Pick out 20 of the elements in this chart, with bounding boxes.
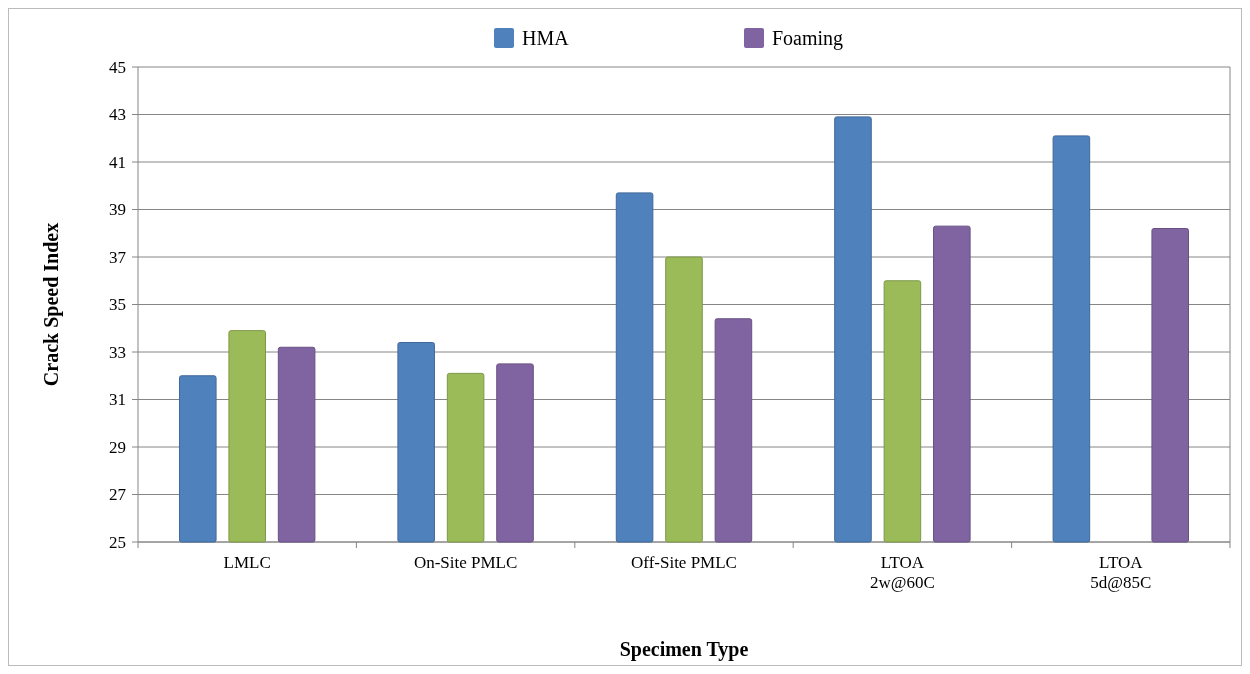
x-tick-label: Off-Site PMLC xyxy=(631,553,737,572)
legend-label: HMA xyxy=(522,27,570,49)
x-tick-label: On-Site PMLC xyxy=(413,553,518,572)
y-tick-label: 45 xyxy=(109,57,126,77)
y-tick-label: 41 xyxy=(109,152,126,172)
y-tick-label: 43 xyxy=(109,105,126,125)
y-tick-label: 39 xyxy=(109,200,126,220)
y-tick-label: 29 xyxy=(109,437,126,457)
y-tick-label: 31 xyxy=(109,390,126,410)
y-tick-label: 37 xyxy=(109,247,127,267)
x-tick-label: LTOA 5d@85C xyxy=(1090,553,1152,592)
y-tick-label: 27 xyxy=(109,485,127,505)
legend-label: Foaming xyxy=(772,27,844,50)
y-tick-label: 33 xyxy=(109,342,126,362)
y-tick-label: 35 xyxy=(109,295,126,315)
x-axis-title: Specimen Type xyxy=(619,638,749,661)
x-tick-label: LTOA 2w@60C xyxy=(870,553,935,592)
y-tick-label: 25 xyxy=(109,532,126,552)
x-tick-label: LMLC xyxy=(223,553,271,572)
y-axis-title: Crack Speed Index xyxy=(40,222,63,387)
